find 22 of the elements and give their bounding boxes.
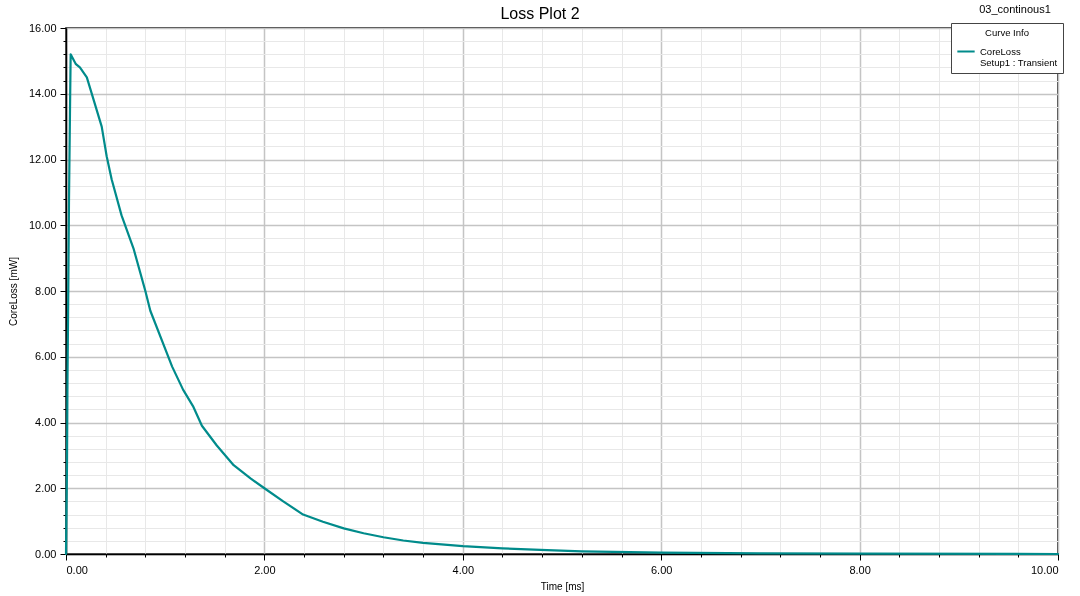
- legend-title: Curve Info: [985, 27, 1029, 38]
- y-axis-title: CoreLoss [mW]: [7, 256, 19, 326]
- annotation: Setup1 : Transient: [980, 57, 1058, 68]
- x-tick-label: 8.00: [849, 563, 871, 576]
- y-tick-label: 4.00: [35, 416, 57, 428]
- chart-title: Loss Plot 2: [500, 5, 580, 22]
- legend-label: CoreLoss: [980, 45, 1021, 57]
- y-tick-label: 6.00: [35, 350, 57, 363]
- y-tick-label: 14.00: [28, 87, 57, 100]
- y-tick-label: 0.00: [35, 547, 57, 560]
- x-tick-label: 10.00: [1030, 563, 1059, 576]
- text: 03_continous1: [979, 3, 1051, 15]
- y-tick-label: 2.00: [35, 481, 57, 494]
- x-tick-label: 6.00: [650, 563, 673, 576]
- x-axis-title: Time [ms]: [540, 580, 585, 592]
- y-tick-label: 12.00: [28, 153, 57, 165]
- y-tick-label: 16.00: [28, 21, 57, 34]
- y-tick-label: 8.00: [35, 284, 57, 297]
- y-tick-label: 10.00: [28, 218, 57, 231]
- x-tick-label: 4.00: [452, 563, 475, 576]
- x-tick-label: 0.00: [66, 563, 88, 576]
- x-tick-label: 2.00: [254, 563, 276, 576]
